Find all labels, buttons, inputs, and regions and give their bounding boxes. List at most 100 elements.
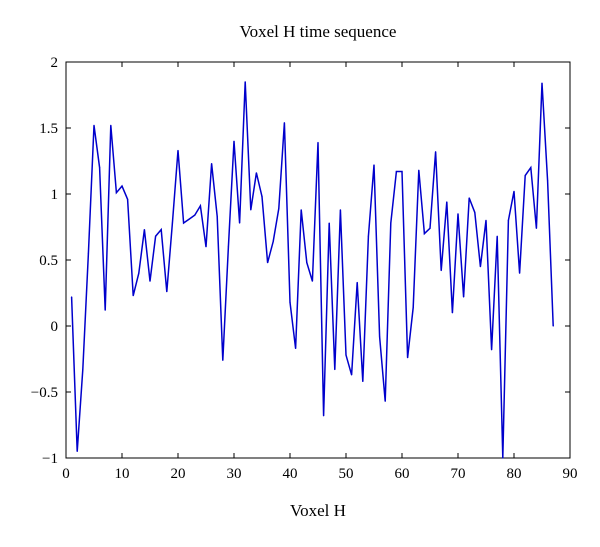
x-tick-label: 60 [395,466,410,482]
data-point [390,222,392,224]
data-point [93,124,95,126]
y-tick-label: 1 [51,187,59,203]
data-point [115,192,117,194]
data-point [244,81,246,83]
y-tick-label: 0.5 [39,253,58,269]
data-point [435,151,437,153]
x-tick-label: 0 [62,466,70,482]
data-point [552,325,554,327]
data-point [446,201,448,203]
data-point [451,312,453,314]
data-point [188,218,190,220]
data-point [468,197,470,199]
data-point [351,374,353,376]
data-point [412,306,414,309]
data-point [507,219,509,221]
data-point [233,140,235,142]
data-point [138,272,140,274]
data-point [171,222,173,224]
y-tick-label: 1.5 [39,121,58,137]
data-point [384,400,386,402]
data-point [457,213,459,215]
data-point [132,295,134,297]
data-point [283,122,285,124]
data-point [496,235,498,237]
data-point [177,149,179,152]
data-point [205,246,207,248]
x-tick-label: 10 [115,466,130,482]
data-point [334,368,336,371]
data-point [87,252,89,254]
data-point [440,269,442,272]
x-tick-label: 50 [339,466,354,482]
data-point [261,196,263,198]
data-point [216,215,218,218]
data-point [239,222,241,224]
data-point [149,280,151,282]
y-tick-label: 0 [51,319,59,335]
x-tick-label: 80 [507,466,522,482]
data-point [379,335,381,338]
data-point [160,229,162,231]
x-tick-label: 30 [227,466,242,482]
data-point [227,246,229,248]
data-point [127,198,129,200]
x-tick-label: 20 [171,466,186,482]
data-point [401,170,403,173]
data-point [530,167,532,169]
data-point [519,272,521,274]
data-point [143,229,145,231]
data-point [356,281,358,284]
data-point [541,82,543,84]
y-tick-label: −1 [42,451,58,467]
data-point [255,172,257,174]
data-point [463,296,465,298]
data-point [429,227,431,229]
x-tick-label: 90 [563,466,578,482]
data-point [76,450,78,452]
data-point [502,457,504,459]
data-point [345,354,347,356]
data-point [82,368,84,371]
data-point [418,169,420,171]
data-point [222,359,224,361]
data-point [71,296,73,298]
data-point [328,222,330,224]
data-point [317,141,319,144]
data-point [300,209,302,211]
x-axis-label: Voxel H [290,501,346,520]
data-point [491,349,493,351]
series-layer [70,81,554,459]
data-point [289,301,291,303]
data-point [104,309,106,311]
data-point [339,209,341,211]
data-point [524,174,526,177]
y-tick-label: −0.5 [31,385,58,401]
y-tick-label: 2 [51,55,59,71]
data-point [199,205,201,207]
data-point [323,415,325,417]
data-point [306,262,308,264]
chart-title: Voxel H time sequence [240,22,397,41]
data-point [423,233,425,235]
data-point [485,219,487,221]
data-point [110,124,112,126]
axis-ticks: 0 10 20 30 40 50 60 70 80 90 −1 −0.5 0 0.5 1 1.5 2 [31,55,578,482]
data-point [479,266,481,268]
data-point [194,214,196,216]
data-point [121,185,123,187]
data-point [407,357,409,359]
data-point [535,227,538,229]
data-point [362,380,364,383]
data-point [267,262,269,264]
data-point [295,347,297,350]
data-point [474,211,476,214]
x-tick-label: 70 [451,466,466,482]
data-point [395,170,397,173]
data-point [367,235,369,237]
data-point [278,207,280,210]
x-tick-label: 40 [283,466,298,482]
data-point [155,235,157,237]
